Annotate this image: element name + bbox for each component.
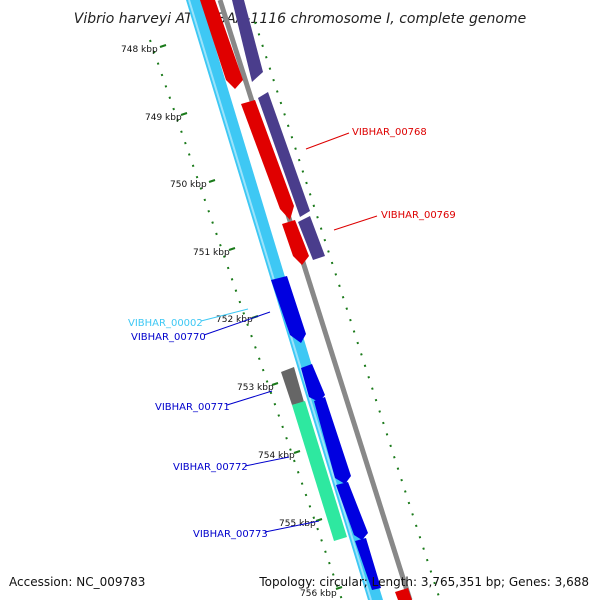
label-leader (305, 132, 350, 150)
label-leader (264, 520, 320, 533)
scale-tick (271, 382, 279, 386)
reverse-strand-genes (232, 0, 325, 260)
scale-tick-label: 748 kbp (121, 45, 158, 55)
scale-tick-label: 749 kbp (145, 113, 182, 123)
gene-label-vibhar-00771[interactable]: VIBHAR_00771 (155, 402, 230, 413)
scale-tick (293, 450, 301, 454)
scale-tick (335, 586, 343, 590)
label-leader (226, 390, 273, 406)
gc-skew-outer-track (254, 21, 441, 600)
gene-arrow-red (282, 220, 309, 265)
scale-tick (315, 518, 323, 522)
gene-arrow-red (395, 588, 412, 600)
gene-block-green (292, 401, 347, 541)
forward-strand-genes (200, 0, 412, 600)
map-title: Vibrio harveyi ATCC BAA-1116 chromosome … (74, 11, 526, 27)
scale-tick-label: 753 kbp (237, 383, 274, 393)
scale-tick-label: 752 kbp (216, 315, 253, 325)
scale-tick-label: 751 kbp (193, 248, 230, 258)
gene-arrow-red (241, 100, 294, 220)
gene-arrow-blue (314, 397, 351, 484)
gene-label-vibhar-00773[interactable]: VIBHAR_00773 (193, 529, 268, 540)
label-leader (333, 215, 378, 231)
sequence-backbone (217, 0, 413, 600)
gene-label-vibhar-00770[interactable]: VIBHAR_00770 (131, 332, 206, 343)
gene-arrow-blue (271, 276, 306, 343)
gene-arrow-blue (355, 538, 381, 590)
gene-arrow-purple (258, 92, 310, 217)
gene-arrow-purple (232, 0, 263, 82)
gene-label-vibhar-00769[interactable]: VIBHAR_00769 (381, 210, 456, 221)
scale-tick-label: 750 kbp (170, 180, 207, 190)
label-leader (244, 456, 290, 467)
scale-tick-label: 756 kbp (300, 589, 337, 599)
gene-arrow-purple (298, 216, 325, 260)
genome-summary-text: Topology: circular; Length: 3,765,351 bp… (258, 575, 589, 589)
label-leader (203, 311, 271, 336)
blue-genes (271, 276, 381, 590)
gene-label-vibhar-00002[interactable]: VIBHAR_00002 (128, 318, 203, 329)
gene-label-vibhar-00768[interactable]: VIBHAR_00768 (352, 127, 427, 138)
gene-arrow-red (200, 0, 243, 89)
scale-ruler: 748 kbp 749 kbp 750 kbp 751 kbp 752 kbp … (121, 44, 343, 599)
scale-tick (180, 112, 188, 116)
scale-tick (208, 179, 216, 183)
scale-tick (228, 247, 236, 251)
gene-label-vibhar-00772[interactable]: VIBHAR_00772 (173, 462, 248, 473)
label-leader (200, 308, 249, 322)
scale-tick-label: 755 kbp (279, 519, 316, 529)
scale-tick (159, 44, 167, 48)
gene-arrow-blue (336, 482, 368, 540)
scale-tick-label: 754 kbp (258, 451, 295, 461)
gene-labels: VIBHAR_00768 VIBHAR_00769 VIBHAR_00002 V… (128, 127, 456, 540)
accession-text: Accession: NC_009783 (9, 575, 145, 589)
gene-arrow-blue (301, 364, 325, 402)
gene-block-gray (281, 367, 304, 405)
gc-skew-inner-track (149, 39, 343, 600)
